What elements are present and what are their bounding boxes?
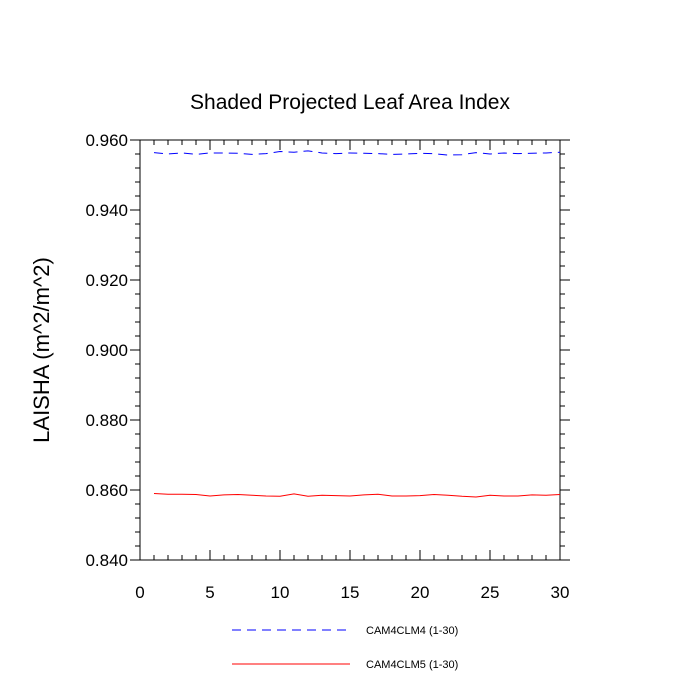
y-tick-label: 0.880 <box>85 411 128 430</box>
legend-label: CAM4CLM4 (1-30) <box>366 625 458 637</box>
y-tick-label: 0.840 <box>85 551 128 570</box>
plot-frame <box>139 139 561 561</box>
x-tick-label: 25 <box>481 583 500 602</box>
y-tick-label: 0.860 <box>85 481 128 500</box>
x-axis: 0 5 10 15 20 25 30 <box>135 140 569 602</box>
legend: CAM4CLM4 (1-30) CAM4CLM5 (1-30) <box>232 625 458 671</box>
legend-label: CAM4CLM5 (1-30) <box>366 659 458 671</box>
x-tick-label: 20 <box>411 583 430 602</box>
x-tick-label: 15 <box>341 583 360 602</box>
y-tick-label: 0.920 <box>85 271 128 290</box>
series-layer <box>153 150 561 498</box>
x-tick-label: 0 <box>135 583 144 602</box>
x-tick-label: 10 <box>271 583 290 602</box>
y-axis-label: LAISHA (m^2/m^2) <box>29 257 54 443</box>
x-tick-label: 5 <box>205 583 214 602</box>
series-line-2 <box>153 493 561 498</box>
y-axis: 0.840 0.860 0.880 0.900 0.920 0.940 0.960 <box>85 131 570 570</box>
chart-title: Shaded Projected Leaf Area Index <box>190 91 510 114</box>
y-tick-label: 0.940 <box>85 201 128 220</box>
series-line-1 <box>153 150 561 156</box>
y-tick-label: 0.960 <box>85 131 128 150</box>
y-tick-label: 0.900 <box>85 341 128 360</box>
x-tick-label: 30 <box>551 583 570 602</box>
